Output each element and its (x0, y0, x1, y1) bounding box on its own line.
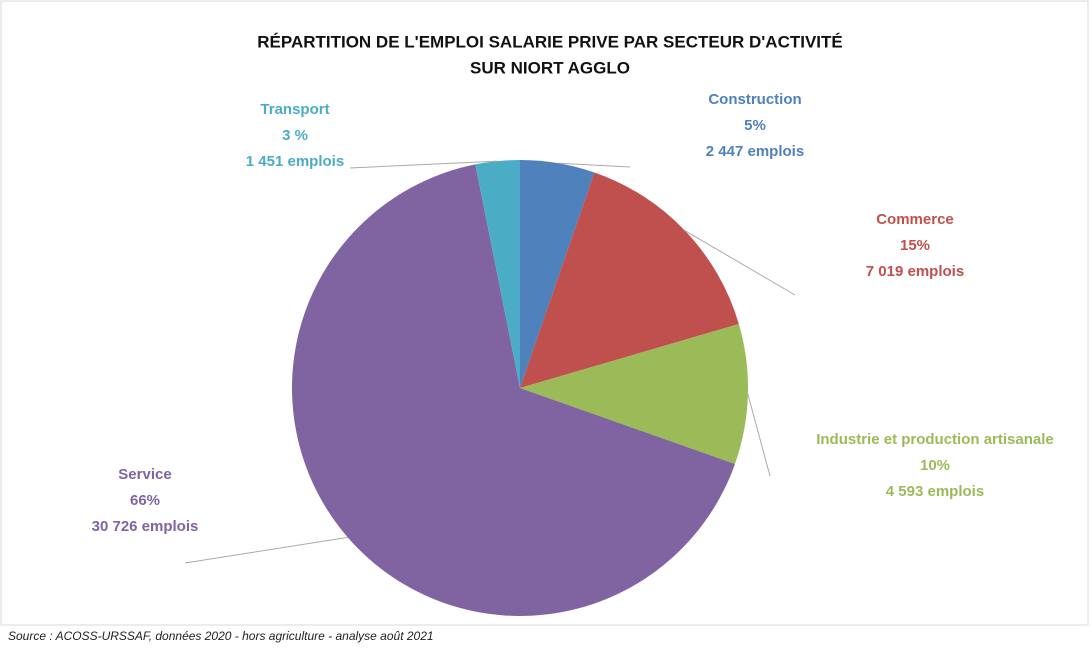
data-label: 30 726 emplois (92, 518, 199, 535)
pie-slice (520, 324, 748, 464)
pie-slice (292, 164, 735, 616)
pie-slice (520, 172, 739, 388)
leader-line (557, 162, 631, 168)
source-note: Source : ACOSS-URSSAF, données 2020 - ho… (8, 629, 434, 643)
leader-line (747, 394, 771, 477)
data-label: Commerce (876, 211, 954, 228)
data-label: 1 451 emplois (246, 153, 344, 170)
leader-line (184, 536, 348, 564)
data-label: 10% (920, 457, 950, 474)
data-label: Construction (708, 91, 801, 108)
data-label: 3 % (282, 127, 308, 144)
data-label: 4 593 emplois (886, 483, 984, 500)
leader-line (349, 160, 498, 169)
data-label: Service (118, 466, 171, 483)
pie-slice (475, 160, 520, 388)
pie-slice (520, 160, 595, 388)
data-label: 5% (744, 117, 766, 134)
chart-subtitle: SUR NIORT AGGLO (470, 58, 630, 77)
data-label: Industrie et production artisanale (816, 431, 1054, 448)
data-label: 2 447 emplois (706, 143, 804, 160)
data-label: 66% (130, 492, 160, 509)
data-label: 15% (900, 237, 930, 254)
chart-title: RÉPARTITION DE L'EMPLOI SALARIE PRIVE PA… (257, 32, 843, 51)
leader-line (684, 230, 796, 296)
data-label: Transport (260, 101, 329, 118)
data-label: 7 019 emplois (866, 263, 964, 280)
